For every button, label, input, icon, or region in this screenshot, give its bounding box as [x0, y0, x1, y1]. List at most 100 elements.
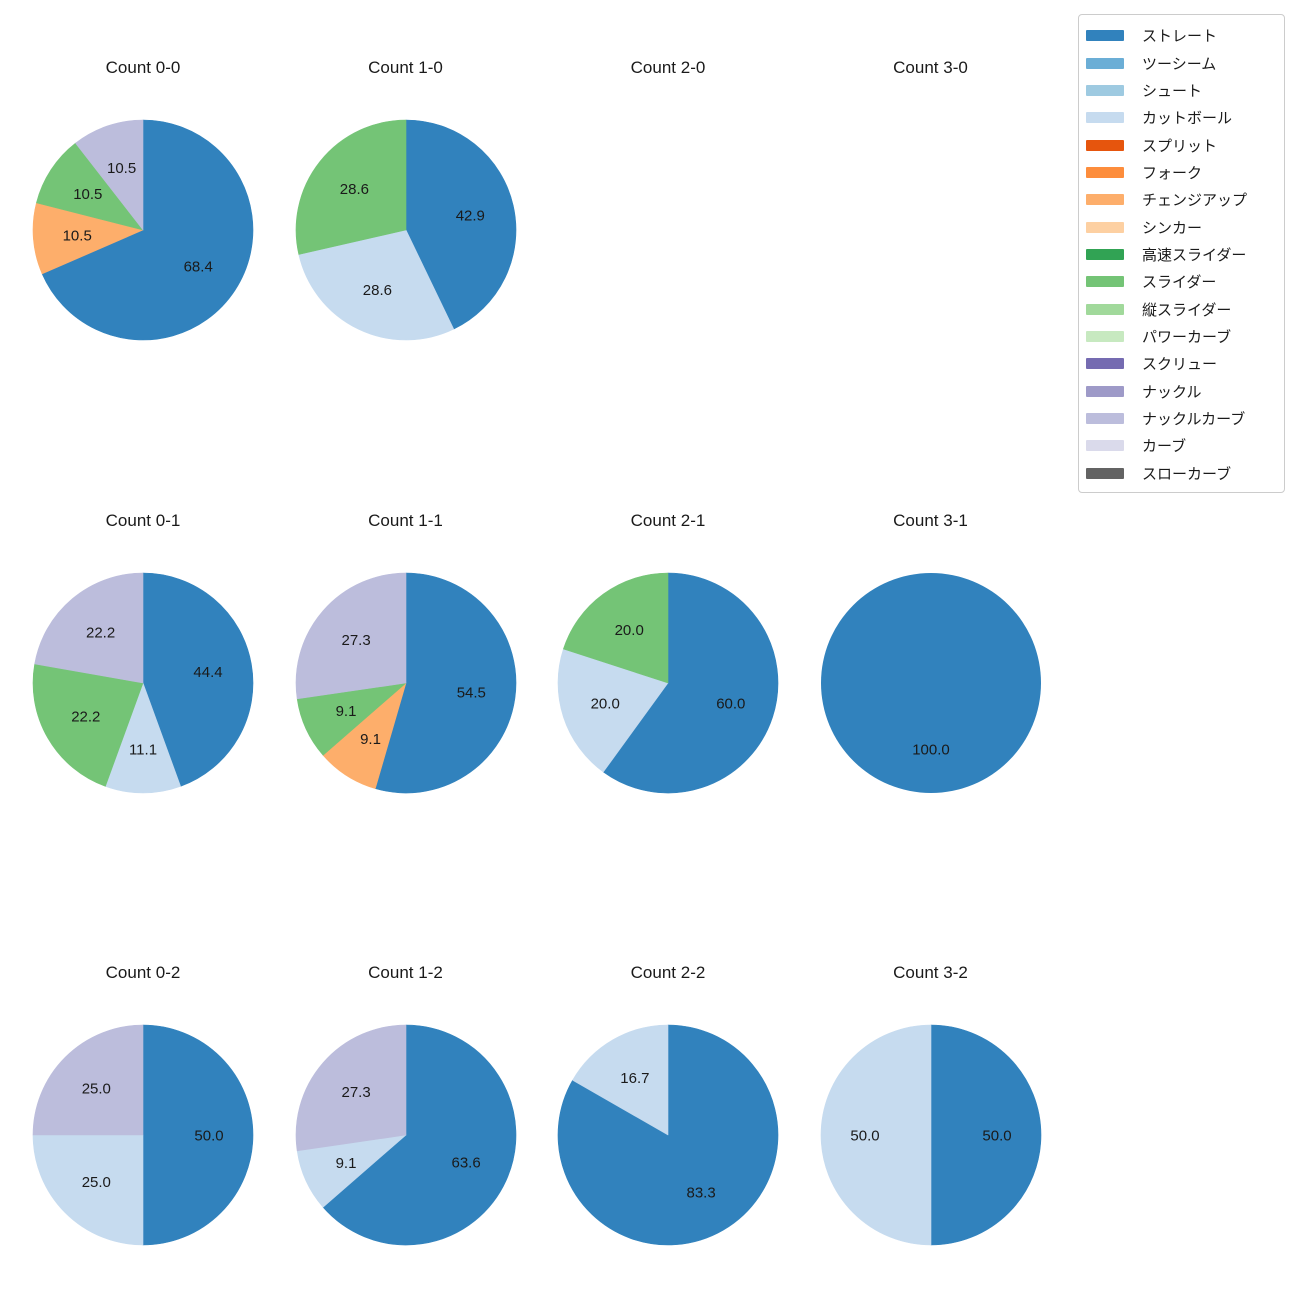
- pie-slice: [295, 119, 406, 255]
- pie-slice: [930, 1024, 1041, 1246]
- legend-item-label: シュート: [1142, 82, 1203, 100]
- legend-item: ナックルカーブ: [1086, 405, 1284, 432]
- legend-item-label: スライダー: [1142, 274, 1217, 292]
- legend-swatch-icon: [1086, 248, 1124, 260]
- legend-swatch-icon: [1086, 57, 1124, 69]
- pie-slice: [32, 663, 144, 787]
- chart-title: Count 2-0: [630, 58, 706, 77]
- legend-item-label: フォーク: [1142, 164, 1203, 182]
- pie-slice-percent-label: 9.1: [360, 731, 381, 748]
- pie-slice: [295, 1024, 406, 1152]
- pie-slice: [374, 572, 516, 794]
- legend-item: 縦スライダー: [1086, 295, 1284, 322]
- pie-slice: [34, 572, 144, 684]
- pie-svg: 54.5 9.19.1 27.3: [295, 572, 516, 794]
- legend-item-label: スクリュー: [1142, 356, 1218, 374]
- pie-slice: [563, 572, 669, 684]
- pie-slice-percent-label: 25.0: [82, 1081, 111, 1098]
- pie-slice-percent-label: 28.6: [339, 181, 368, 198]
- legend-swatch-icon: [1086, 440, 1124, 452]
- legend-item: カットボール: [1086, 104, 1284, 131]
- legend-item: フォーク: [1086, 159, 1284, 186]
- pie-slice: [142, 572, 254, 787]
- pie-slice-percent-label: 10.5: [107, 160, 136, 177]
- pie-slice: [32, 202, 144, 275]
- legend-swatch-icon: [1086, 467, 1124, 479]
- pie-slice-percent-label: 16.7: [620, 1070, 649, 1087]
- pie-slice-percent-label: 9.1: [335, 703, 356, 720]
- chart-title: Count 3-0: [893, 58, 968, 77]
- legend-swatch-icon: [1086, 84, 1124, 96]
- pie-slice: [557, 648, 669, 773]
- pie-chart-count-0-2: Count 0-2 50.0 25.0 25.0: [11, 933, 275, 1300]
- legend-item: スプリット: [1086, 131, 1284, 158]
- pie-slice: [41, 119, 254, 341]
- pie-slice-percent-label: 54.5: [456, 685, 485, 702]
- legend-swatch-icon: [1086, 194, 1124, 206]
- legend-item-label: 高速スライダー: [1142, 246, 1247, 264]
- pie-chart-count-1-1: Count 1-1 54.5 9.1 9.1 27.3: [274, 481, 538, 911]
- legend-item-label: スローカーブ: [1142, 465, 1232, 483]
- pie-chart-count-0-0: Count 0-0 68.4 10.5 10.5 10.5: [11, 28, 275, 458]
- pie-slice-percent-label: 10.5: [63, 228, 92, 245]
- pie-slice: [295, 572, 406, 700]
- chart-title: Count 0-0: [105, 58, 181, 77]
- pie-svg: 60.0 20.0 20.0: [557, 572, 779, 794]
- legend-item-label: ナックル: [1142, 383, 1202, 401]
- legend-item: スローカーブ: [1086, 460, 1284, 487]
- pie-slice-percent-label: 11.1: [129, 741, 157, 758]
- pie-svg: 68.4 10.5 10.5 10.5: [32, 119, 254, 341]
- pie-slice: [32, 1024, 144, 1136]
- legend-swatch-icon: [1086, 412, 1124, 424]
- pie-slice-percent-label: 22.2: [71, 708, 100, 725]
- pie-slice: [322, 1024, 516, 1246]
- pie-slice-percent-label: 44.4: [193, 664, 222, 681]
- chart-title: Count 1-2: [368, 963, 443, 982]
- chart-title: Count 1-1: [368, 511, 443, 530]
- legend-item: ツーシーム: [1086, 49, 1284, 76]
- chart-title: Count 0-2: [105, 963, 181, 982]
- pie-slice: [572, 1024, 669, 1136]
- legend-item-label: ナックルカーブ: [1142, 410, 1246, 428]
- pie-slice: [405, 119, 516, 330]
- pie-slice-percent-label: 10.5: [73, 186, 102, 203]
- legend-item: シンカー: [1086, 213, 1284, 240]
- pie-chart-count-2-2: Count 2-2 83.3 16.7: [536, 933, 800, 1300]
- legend-swatch-icon: [1086, 358, 1124, 370]
- pie-slice: [820, 1024, 931, 1246]
- legend-item-label: パワーカーブ: [1142, 328, 1232, 346]
- legend-item: ナックル: [1086, 377, 1284, 404]
- pie-chart-count-3-1: Count 3-1 100.0: [799, 481, 1063, 911]
- pie-chart-count-1-0: Count 1-0 42.9 28.6 28.6: [274, 28, 538, 458]
- legend-item-label: カーブ: [1142, 438, 1187, 456]
- pie-slice-percent-label: 20.0: [615, 622, 644, 639]
- pie-svg: 100.0: [820, 573, 1041, 793]
- legend-item-label: 縦スライダー: [1142, 301, 1232, 319]
- pie-slice-percent-label: 27.3: [341, 632, 370, 649]
- legend-item-label: シンカー: [1142, 219, 1203, 237]
- pie-chart-count-0-1: Count 0-1 44.4 11.1 22.2 22.2: [11, 481, 275, 911]
- pie-slice: [105, 682, 181, 794]
- pie-svg: 50.0 25.0 25.0: [32, 1024, 254, 1246]
- pie-slice-percent-label: 50.0: [850, 1127, 879, 1144]
- legend-item-label: スプリット: [1142, 137, 1218, 155]
- legend-swatch-icon: [1086, 385, 1124, 397]
- legend-item-label: ストレート: [1142, 28, 1218, 46]
- chart-title: Count 1-0: [368, 58, 443, 77]
- chart-title: Count 2-1: [630, 511, 706, 530]
- pie-slice-percent-label: 83.3: [686, 1184, 715, 1201]
- pie-slice-percent-label: 9.1: [335, 1155, 356, 1172]
- pie-slice-percent-label: 68.4: [184, 258, 213, 275]
- legend-item: シュート: [1086, 77, 1284, 104]
- pie-slice: [32, 1134, 144, 1246]
- legend-swatch-icon: [1086, 139, 1124, 151]
- pie-slice-percent-label: 63.6: [451, 1155, 480, 1172]
- pie-svg: 42.9 28.6 28.6: [295, 119, 516, 341]
- pie-chart-count-3-0: Count 3-0: [799, 28, 1063, 458]
- pie-chart-count-2-1: Count 2-1 60.0 20.0 20.0: [536, 481, 800, 911]
- legend-item: ストレート: [1086, 22, 1284, 49]
- chart-title: Count 0-1: [105, 511, 181, 530]
- pie-slice: [603, 572, 779, 794]
- legend: ストレート ツーシーム シュート カットボール スプリット フォーク チェンジアップ シンカー…: [1078, 14, 1285, 493]
